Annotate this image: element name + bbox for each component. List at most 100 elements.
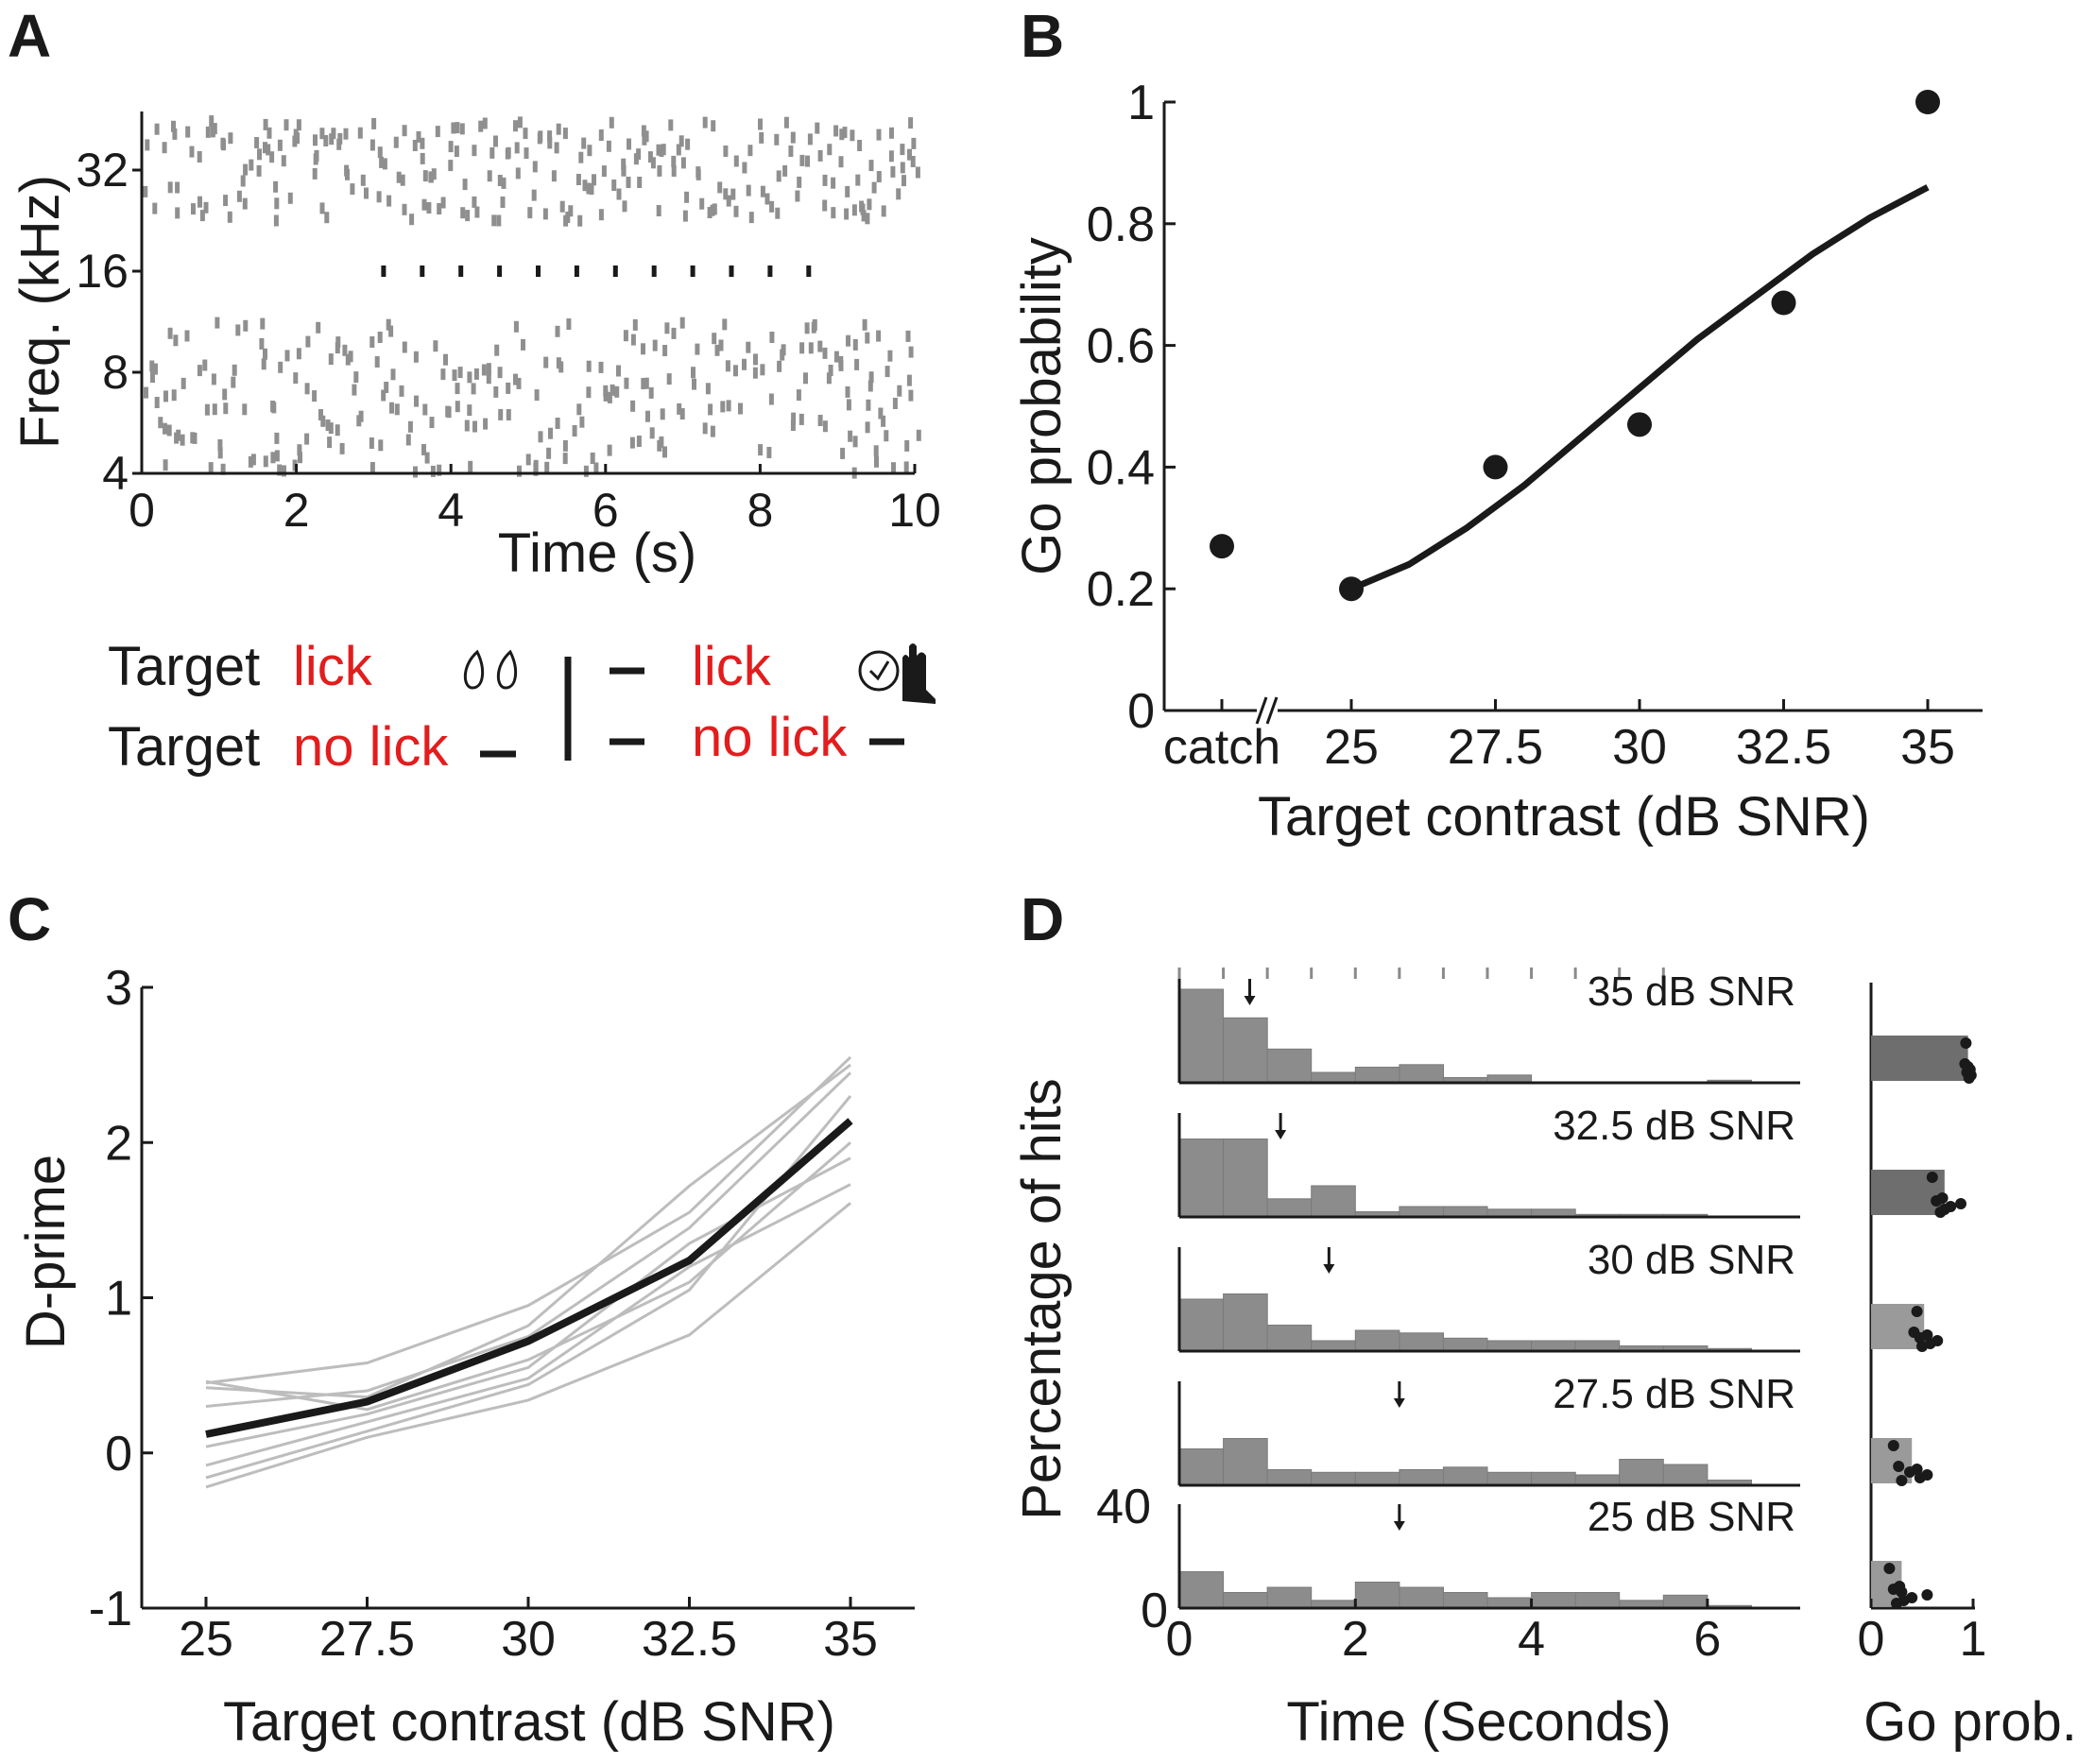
chord-tone [249, 159, 254, 171]
chord-tone [358, 410, 364, 422]
chord-tone [293, 128, 299, 141]
target-tone [574, 265, 579, 277]
chord-tone [256, 164, 262, 177]
chord-tone [167, 327, 173, 339]
chord-tone [293, 372, 299, 385]
chord-tone [451, 122, 456, 134]
chord-tone [854, 358, 860, 370]
histogram-bar [1223, 1293, 1268, 1352]
chord-tone [783, 116, 789, 128]
chord-tone [240, 175, 246, 187]
chord-tone [428, 171, 434, 183]
animal-point [1896, 1475, 1908, 1486]
chord-tone [817, 149, 823, 162]
chord-tone [677, 402, 682, 415]
chord-tone [679, 317, 685, 329]
chord-tone [598, 361, 604, 373]
chord-tone [185, 126, 191, 138]
chord-tone [868, 371, 874, 384]
chord-tone [795, 190, 800, 202]
individual-lines [205, 1055, 852, 1489]
chord-tone [287, 192, 293, 204]
chord-tone [521, 338, 525, 351]
chord-tone [496, 214, 502, 227]
chord-tone [718, 339, 724, 351]
chord-tone [621, 164, 627, 177]
chord-tone [278, 361, 283, 373]
chord-tone [826, 372, 832, 385]
median-arrow-icon [1244, 996, 1256, 1005]
chord-tone [209, 115, 215, 128]
chord-tone [284, 350, 290, 362]
chord-tone [603, 389, 609, 402]
chord-tone [733, 205, 739, 217]
condition-label: 32.5 dB SNR [1553, 1103, 1795, 1149]
chord-tone [543, 356, 549, 368]
histogram-bar [1266, 1469, 1313, 1486]
chord-tone [769, 200, 775, 213]
animal-point [1960, 1037, 1972, 1049]
chord-tone [799, 413, 804, 425]
chord-tone [222, 388, 228, 401]
chord-tone [905, 330, 911, 342]
chord-tone [746, 341, 751, 353]
chord-tone [760, 364, 765, 376]
chord-tone [889, 127, 894, 139]
chord-tone [414, 395, 419, 407]
chord-tone [807, 133, 813, 146]
chord-tone [437, 464, 442, 476]
chord-tone [583, 465, 589, 477]
chord-tone [534, 389, 540, 402]
panel-label-c: C [8, 885, 51, 953]
chord-tone [803, 372, 808, 385]
chord-tone [150, 371, 155, 384]
animal-point [1908, 1327, 1920, 1338]
chord-tone [714, 344, 720, 356]
chord-tone [838, 359, 844, 371]
chord-tone [312, 167, 318, 180]
chord-tone [498, 408, 504, 420]
individual-animal-line [205, 1202, 851, 1489]
chord-tone [296, 119, 301, 131]
chord-tone [478, 120, 484, 132]
chord-tone [684, 191, 690, 203]
chord-tone [881, 205, 886, 217]
chord-tone [259, 337, 265, 350]
go-prob-x-label: Go prob. [1863, 1691, 2077, 1753]
chord-tone [822, 347, 828, 359]
chord-tone [497, 367, 503, 379]
chord-tone [149, 360, 155, 372]
chord-tone [790, 131, 796, 144]
chord-tone [506, 146, 511, 159]
data-point [1627, 412, 1652, 437]
y-tick-label: 1 [105, 1272, 132, 1327]
histogram-bar [1486, 1597, 1533, 1609]
panel-label-d: D [1021, 885, 1064, 953]
chord-tone [817, 415, 823, 426]
panel-label-a: A [8, 2, 51, 70]
chord-tone [483, 418, 489, 430]
chord-tone [614, 385, 620, 398]
chord-tone [538, 431, 543, 443]
chord-tone [586, 360, 592, 372]
chord-tone [611, 180, 617, 191]
chord-tone [231, 376, 236, 388]
chord-tone [323, 135, 329, 146]
chord-tone [171, 389, 177, 402]
chord-tone [556, 123, 561, 135]
chord-tone [873, 445, 879, 457]
chord-tone [228, 132, 233, 145]
chord-tone [831, 207, 836, 219]
chord-tone [874, 455, 879, 468]
y-tick-label: 32 [76, 144, 129, 197]
chord-tone [630, 334, 636, 346]
chord-tone [176, 429, 181, 441]
histogram-bar [1442, 1592, 1488, 1609]
chord-tone [468, 460, 473, 472]
chord-tone [167, 181, 173, 194]
y-axis-label: Go probability [1011, 237, 1073, 575]
chord-tone [908, 117, 914, 129]
chord-tone [671, 165, 677, 177]
individual-animal-line [205, 1141, 851, 1412]
histogram-bar [1223, 1592, 1268, 1609]
